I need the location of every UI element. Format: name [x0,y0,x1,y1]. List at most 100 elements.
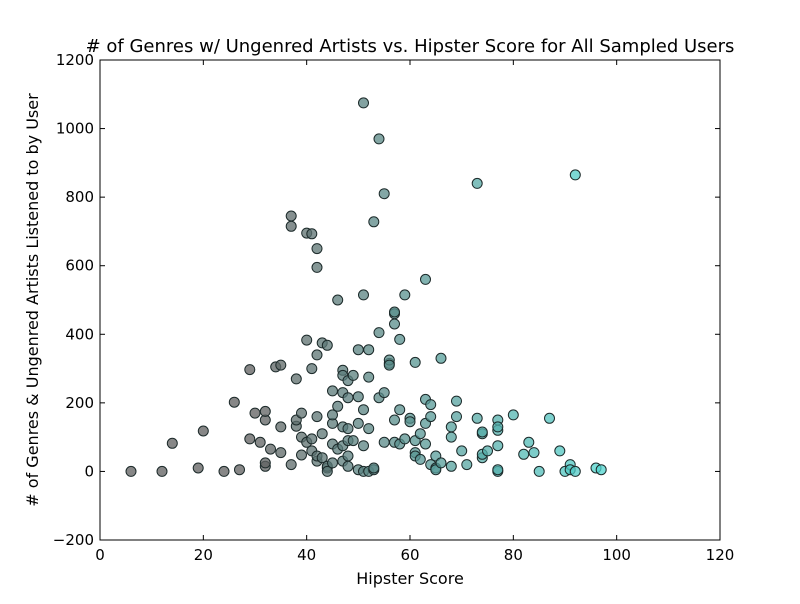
x-tick-label: 100 [602,546,631,564]
data-point [492,464,504,476]
data-point [285,210,297,222]
data-point [409,356,421,368]
data-point [265,443,276,455]
data-point [347,369,359,381]
data-point [321,339,333,351]
data-point [254,436,266,448]
data-point [306,363,318,375]
data-point [420,273,431,285]
data-point [306,228,318,240]
data-point [249,407,261,419]
y-tick-label: 800 [65,188,94,206]
data-point [378,387,390,399]
data-point [404,416,416,428]
data-point [363,344,375,356]
data-point [389,318,400,330]
data-point [368,462,380,474]
data-point [389,306,400,318]
data-point [197,425,209,437]
data-point [554,445,566,457]
data-point [471,412,483,424]
data-point [290,373,302,385]
data-point [311,243,323,255]
data-point [445,460,457,472]
data-point [425,399,437,411]
data-point [414,428,426,440]
data-point [492,421,504,433]
y-tick-label: −200 [53,531,94,549]
data-point [321,465,333,477]
x-tick-label: 80 [504,546,523,564]
data-point [358,440,369,452]
x-tick-label: 120 [706,546,735,564]
data-point [352,391,364,403]
data-point [482,445,493,457]
data-point [528,447,540,459]
data-point [435,352,447,364]
data-point [285,459,297,471]
chart-title: # of Genres w/ Ungenred Artists vs. Hips… [86,36,735,57]
x-tick-label: 60 [400,546,419,564]
y-tick-label: 400 [65,325,94,343]
data-point [378,436,390,448]
data-point [471,177,483,189]
data-point [394,404,406,416]
data-point [166,437,178,449]
data-point [259,405,271,417]
data-point [342,423,354,435]
data-point [218,465,230,477]
data-point [569,169,581,181]
data-point [285,220,297,232]
data-point [244,364,256,376]
data-point [389,414,400,426]
data-point [342,460,354,472]
data-point [301,334,313,346]
data-point [569,465,581,477]
data-point [296,407,307,419]
data-point [399,289,411,301]
data-point [507,409,519,421]
x-tick-label: 40 [297,546,316,564]
data-point [352,344,364,356]
data-point [332,294,344,306]
data-point [368,216,380,228]
data-point [311,411,323,423]
y-tick-label: 0 [84,462,94,480]
data-point [306,433,318,445]
data-point [383,359,395,371]
data-point [342,392,354,404]
data-point [544,412,555,424]
data-point [275,447,287,459]
data-point [311,349,323,361]
data-point [373,133,385,145]
data-point [234,464,245,476]
data-point [316,452,328,464]
x-tick-label: 20 [194,546,213,564]
data-point [445,421,457,433]
data-point [327,385,338,397]
data-point [378,188,390,200]
y-axis-label: # of Genres & Ungenred Artists Listened … [23,93,42,507]
data-point [373,327,385,339]
y-tick-label: 1000 [56,120,94,138]
data-points [125,97,607,477]
data-point [445,431,457,443]
y-tick-label: 600 [65,257,94,275]
data-point [275,421,287,433]
x-tick-label: 0 [95,546,105,564]
data-point [259,457,271,469]
data-point [518,448,530,460]
data-point [451,411,462,423]
data-point [125,465,137,477]
data-point [332,400,344,412]
data-point [595,464,607,476]
data-point [327,409,338,421]
data-point [414,453,426,465]
data-point [461,459,473,471]
data-point [358,97,369,109]
data-point [425,411,437,423]
data-point [316,428,328,440]
